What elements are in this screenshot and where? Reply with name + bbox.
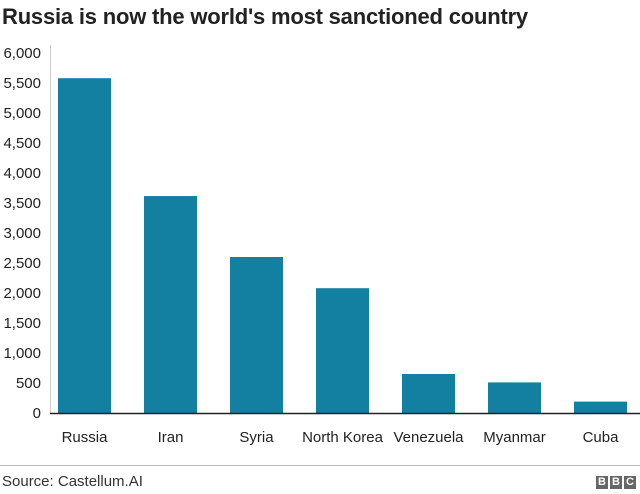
y-tick-label: 4,500 bbox=[3, 135, 41, 152]
y-tick-label: 1,000 bbox=[3, 345, 41, 362]
y-tick-label: 0 bbox=[33, 405, 41, 422]
y-tick-label: 2,500 bbox=[3, 255, 41, 272]
chart-title: Russia is now the world's most sanctione… bbox=[2, 4, 528, 29]
bbc-logo: B B C bbox=[596, 476, 636, 489]
x-tick-label: Russia bbox=[62, 429, 109, 446]
footer-divider bbox=[0, 465, 640, 466]
bar-myanmar bbox=[488, 382, 541, 413]
x-tick-label: Syria bbox=[239, 429, 274, 446]
x-tick-label: North Korea bbox=[302, 429, 384, 446]
y-tick-label: 6,000 bbox=[3, 45, 41, 62]
bar-cuba bbox=[574, 401, 627, 413]
x-tick-label: Venezuela bbox=[393, 429, 464, 446]
y-tick-label: 3,500 bbox=[3, 195, 41, 212]
x-tick-label: Myanmar bbox=[483, 429, 546, 446]
bbc-logo-letter: C bbox=[624, 476, 636, 489]
bbc-logo-letter: B bbox=[596, 476, 608, 489]
bar-syria bbox=[230, 257, 283, 413]
bar-iran bbox=[144, 196, 197, 413]
bar-russia bbox=[58, 78, 111, 413]
x-tick-label: Cuba bbox=[583, 429, 620, 446]
bbc-logo-letter: B bbox=[610, 476, 622, 489]
y-tick-label: 1,500 bbox=[3, 315, 41, 332]
y-tick-label: 4,000 bbox=[3, 165, 41, 182]
y-tick-label: 2,000 bbox=[3, 285, 41, 302]
source-text: Source: Castellum.AI bbox=[2, 473, 143, 490]
x-tick-label: Iran bbox=[158, 429, 184, 446]
bar-chart: 0 500 1,000 1,500 2,000 2,500 3,000 3,500 4,000 4… bbox=[3, 45, 640, 446]
y-tick-label: 5,500 bbox=[3, 75, 41, 92]
y-tick-label: 3,000 bbox=[3, 225, 41, 242]
bar-venezuela bbox=[402, 374, 455, 413]
y-tick-label: 500 bbox=[16, 375, 41, 392]
y-tick-label: 5,000 bbox=[3, 105, 41, 122]
bar-north-korea bbox=[316, 288, 369, 413]
